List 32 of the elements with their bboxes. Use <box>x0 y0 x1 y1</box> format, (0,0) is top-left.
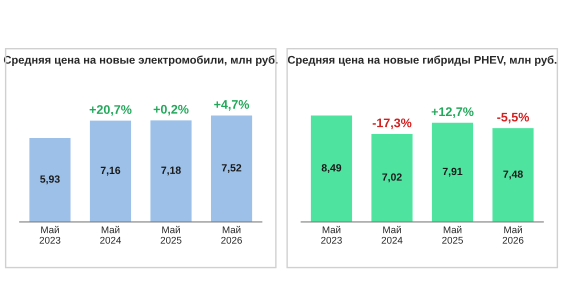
data-label: 7,18 <box>161 166 181 176</box>
x-tick-label: Май 2024 <box>100 226 122 244</box>
chart-title: Средняя цена на новые гибриды PHEV, млн руб. <box>288 56 556 66</box>
x-tick-label: Май 2025 <box>442 226 463 244</box>
x-tick-label: Май 2026 <box>221 226 242 244</box>
bar <box>150 120 192 222</box>
x-tick-label: Май 2026 <box>502 226 524 244</box>
data-label: 7,52 <box>222 164 242 174</box>
bar <box>371 134 413 222</box>
data-label: 7,91 <box>442 168 462 177</box>
bar <box>432 122 474 222</box>
annotation: -17,3% <box>372 118 412 130</box>
bar <box>492 128 534 222</box>
data-label: 7,02 <box>382 173 402 182</box>
x-tick-label: Май 2023 <box>321 226 342 244</box>
annotation: +20,7% <box>90 105 132 116</box>
chart-title: Средняя цена на новые электромобили, млн руб. <box>4 56 278 66</box>
bar <box>29 138 71 222</box>
data-label: 8,49 <box>322 164 342 174</box>
x-tick-label: Май 2024 <box>382 226 403 244</box>
data-label: 7,16 <box>100 166 120 176</box>
data-label: 5,93 <box>40 175 60 184</box>
annotation: +4,7% <box>214 100 250 111</box>
annotation: +0,2% <box>154 104 189 116</box>
annotation: +12,7% <box>432 107 474 118</box>
bar <box>210 116 252 222</box>
bar <box>90 120 132 222</box>
x-tick-label: Май 2023 <box>40 226 60 244</box>
bar <box>310 116 352 222</box>
x-tick-label: Май 2025 <box>160 226 182 244</box>
annotation: -5,5% <box>497 112 530 124</box>
data-label: 7,48 <box>503 170 523 180</box>
